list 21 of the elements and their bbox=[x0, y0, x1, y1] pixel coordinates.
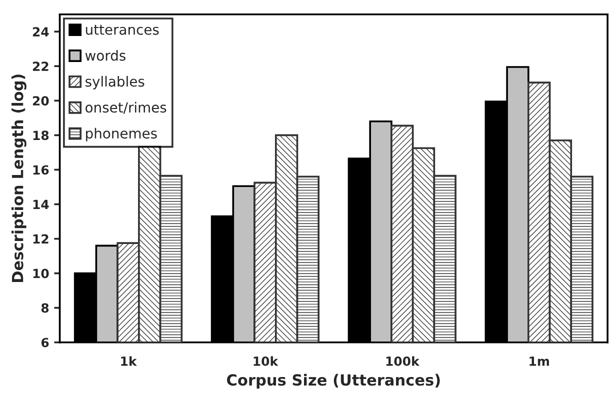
y-tick-label: 10 bbox=[33, 268, 49, 278]
x-tick-label: 1k bbox=[121, 356, 137, 366]
x-tick-label: 1m bbox=[530, 356, 549, 366]
y-tick-label: 20 bbox=[32, 96, 49, 106]
legend-label: syllables bbox=[86, 76, 144, 90]
y-tick-label: 6 bbox=[41, 338, 49, 348]
y-tick-label: 22 bbox=[32, 62, 48, 71]
x-axis-title: Corpus Size (Utterances) bbox=[227, 374, 440, 389]
x-tick-label: 10k bbox=[254, 356, 278, 366]
y-tick-label: 18 bbox=[33, 130, 49, 140]
legend-label: words bbox=[85, 50, 126, 61]
y-tick-label: 8 bbox=[41, 303, 49, 313]
y-tick-label: 12 bbox=[33, 234, 48, 244]
legend-label: onset/rimes bbox=[86, 102, 166, 114]
y-tick-label: 16 bbox=[33, 165, 49, 175]
y-tick-label: 14 bbox=[33, 200, 49, 209]
legend-label: phonemes bbox=[86, 128, 157, 142]
x-tick-label: 100k bbox=[386, 356, 420, 366]
legend-label: utterances bbox=[86, 24, 159, 35]
y-tick-label: 24 bbox=[32, 27, 49, 36]
y-axis-title: Description Length (log) bbox=[12, 74, 26, 282]
